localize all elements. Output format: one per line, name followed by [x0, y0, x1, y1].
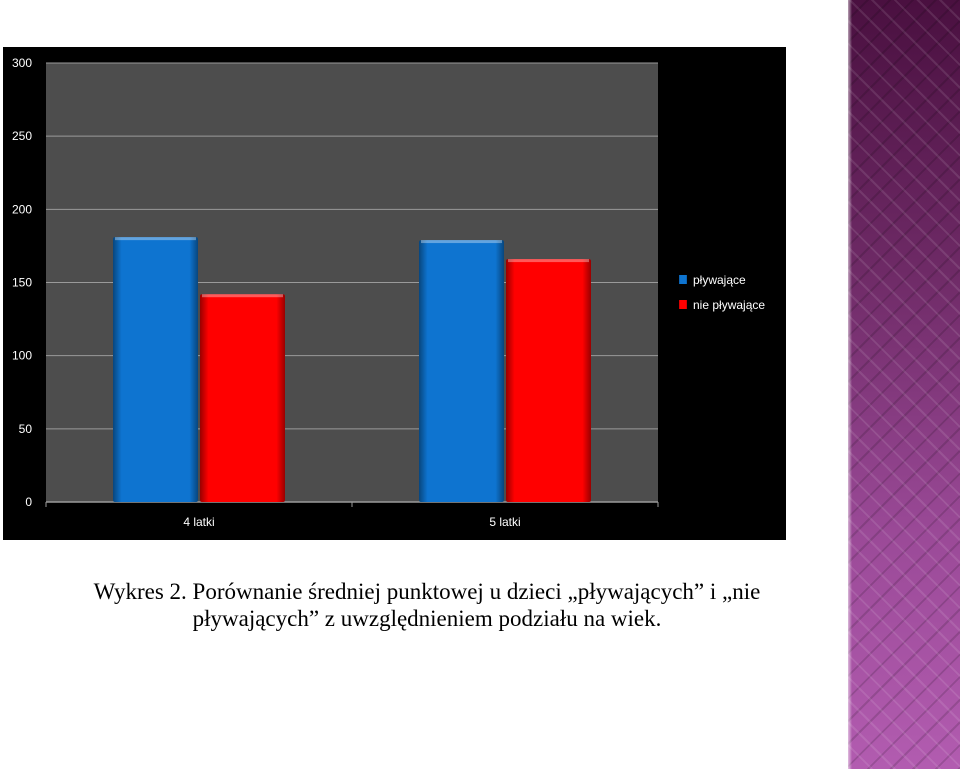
caption-line-2: pływających” z uwzględnieniem podziału n…: [192, 606, 662, 631]
bar-highlight-0-1: [421, 240, 502, 244]
y-tick-label-200: 200: [12, 202, 32, 216]
caption-line-1: Wykres 2. Porównanie średniej punktowej …: [93, 579, 761, 604]
figure-caption: Wykres 2. Porównanie średniej punktowej …: [22, 578, 832, 632]
decorative-side-panel: [848, 0, 960, 769]
y-tick-label-100: 100: [12, 349, 32, 363]
legend-swatch-1: [679, 300, 687, 309]
bar-chart: 0 50 100 150 200 250 300 4 latki 5 latki pływając…: [12, 56, 765, 529]
bar-nie-pływające-4-latki: [200, 294, 285, 502]
legend-label-0: pływające: [693, 273, 746, 287]
y-tick-label-0: 0: [25, 495, 32, 509]
y-tick-label-250: 250: [12, 129, 32, 143]
bar-highlight-1-0: [202, 294, 283, 298]
y-tick-label-300: 300: [12, 56, 32, 70]
bar-highlight-1-1: [508, 259, 589, 263]
bar-pływające-4-latki: [113, 237, 198, 503]
legend-label-1: nie pływające: [693, 298, 765, 312]
x-tick-label-0: 4 latki: [183, 515, 214, 529]
y-tick-label-150: 150: [12, 276, 32, 290]
legend-swatch-0: [679, 275, 687, 284]
bar-nie-pływające-5-latki: [506, 259, 591, 502]
bar-highlight-0-0: [115, 237, 196, 241]
chart-panel: 0 50 100 150 200 250 300 4 latki 5 latki pływając…: [3, 47, 786, 540]
x-tick-label-1: 5 latki: [489, 515, 520, 529]
bar-pływające-5-latki: [419, 240, 504, 502]
y-tick-label-50: 50: [19, 422, 33, 436]
